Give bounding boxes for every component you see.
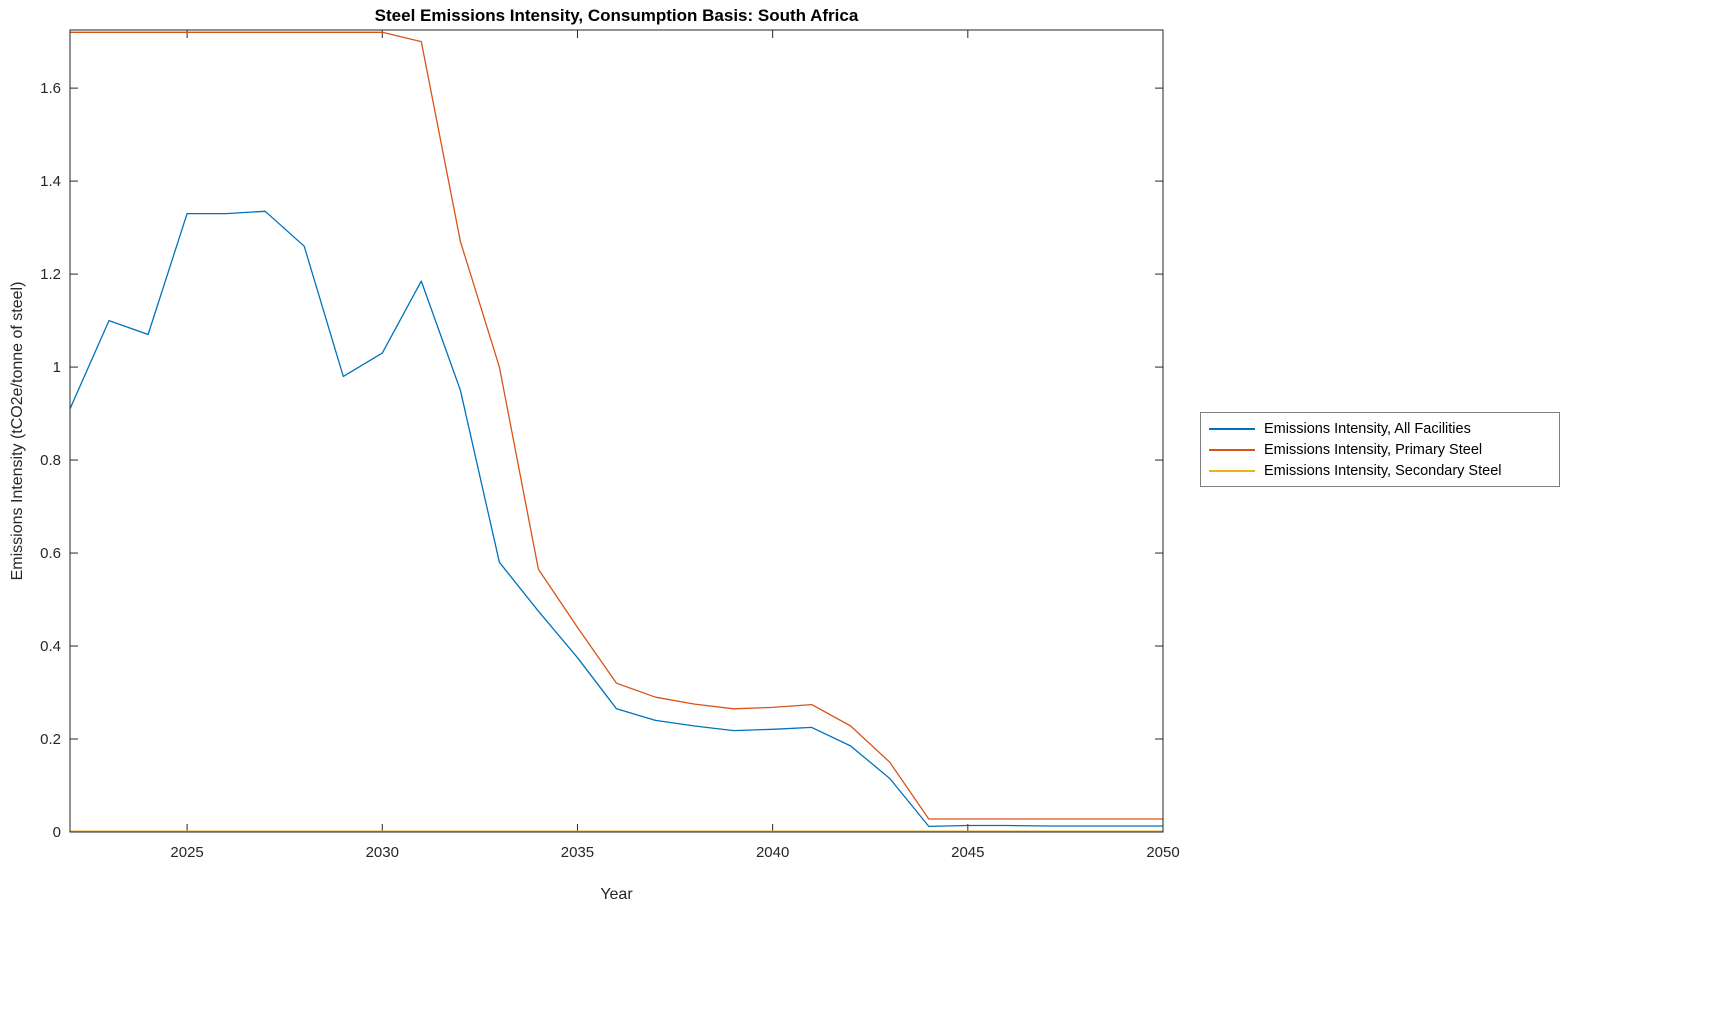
legend: Emissions Intensity, All Facilities Emis… (1200, 412, 1560, 487)
svg-text:1: 1 (53, 359, 61, 376)
legend-line-swatch-secondary-steel (1209, 469, 1255, 472)
svg-text:2030: 2030 (366, 844, 399, 861)
svg-text:2025: 2025 (170, 844, 203, 861)
svg-text:1.6: 1.6 (40, 80, 61, 97)
x-axis-label: Year (600, 886, 633, 903)
svg-text:1.2: 1.2 (40, 266, 61, 283)
svg-text:0.4: 0.4 (40, 638, 61, 655)
legend-line-swatch-all-facilities (1209, 427, 1255, 430)
svg-text:2050: 2050 (1146, 844, 1179, 861)
legend-entry: Emissions Intensity, Primary Steel (1209, 439, 1551, 460)
svg-text:0: 0 (53, 824, 61, 841)
chart-title: Steel Emissions Intensity, Consumption B… (374, 6, 859, 25)
legend-entry-label: Emissions Intensity, Secondary Steel (1264, 462, 1502, 479)
svg-text:2035: 2035 (561, 844, 594, 861)
legend-entry: Emissions Intensity, Secondary Steel (1209, 460, 1551, 481)
svg-text:0.8: 0.8 (40, 452, 61, 469)
svg-text:2045: 2045 (951, 844, 984, 861)
legend-entry-label: Emissions Intensity, Primary Steel (1264, 441, 1483, 458)
svg-text:0.2: 0.2 (40, 731, 61, 748)
svg-text:1.4: 1.4 (40, 173, 61, 190)
svg-text:2040: 2040 (756, 844, 789, 861)
legend-line-swatch-primary-steel (1209, 448, 1255, 451)
svg-text:0.6: 0.6 (40, 545, 61, 562)
legend-entry-label: Emissions Intensity, All Facilities (1264, 420, 1471, 437)
legend-entry: Emissions Intensity, All Facilities (1209, 418, 1551, 439)
y-axis-label: Emissions Intensity (tCO2e/tonne of stee… (9, 281, 26, 581)
